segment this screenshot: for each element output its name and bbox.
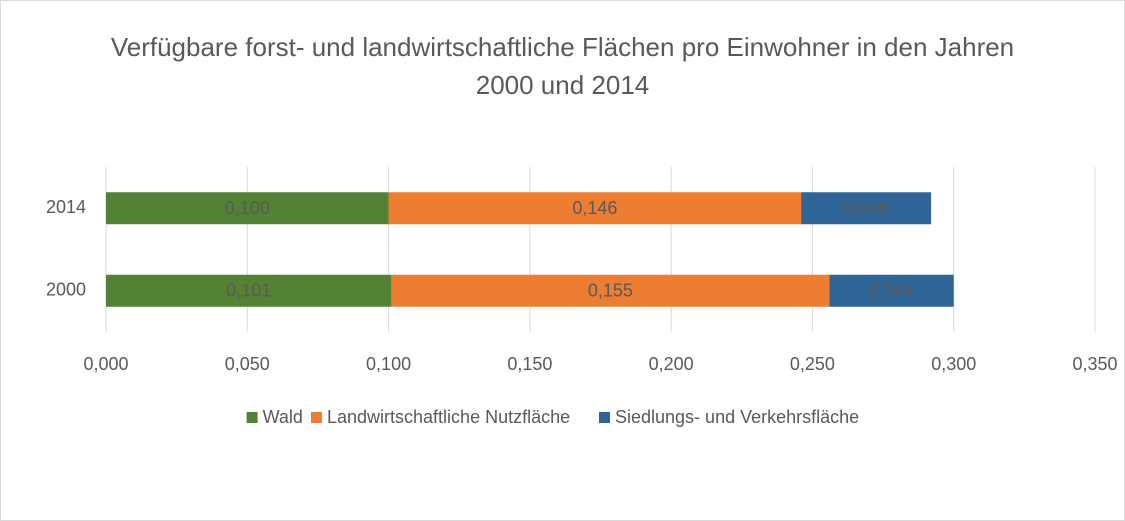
data-label: 0,155	[588, 281, 633, 301]
data-label: 0,146	[572, 198, 617, 218]
data-label: 0,101	[226, 281, 271, 301]
x-tick-label: 0,050	[225, 354, 270, 374]
y-tick-label: 2014	[46, 197, 86, 217]
data-label: 0,046	[844, 198, 889, 218]
bar-segment	[801, 192, 932, 225]
bar-segment	[106, 192, 389, 225]
x-tick-label: 0,200	[649, 354, 694, 374]
bar-segment	[388, 192, 802, 225]
x-tick-label: 0,000	[83, 354, 128, 374]
legend-swatch	[311, 412, 322, 423]
data-label: 0,100	[225, 198, 270, 218]
legend-label: Siedlungs- und Verkehrsfläche	[615, 407, 859, 427]
x-tick-label: 0,300	[931, 354, 976, 374]
bar-segment	[391, 274, 830, 307]
x-tick-label: 0,150	[507, 354, 552, 374]
legend-label: Landwirtschaftliche Nutzfläche	[327, 407, 570, 427]
legend-swatch	[246, 412, 258, 423]
legend-label: Wald	[263, 407, 303, 427]
y-tick-label: 2000	[46, 280, 86, 300]
bar-segment	[829, 274, 954, 307]
data-label: 0,044	[869, 281, 914, 301]
chart-title: Verfügbare forst- und landwirtschaftlich…	[110, 32, 1015, 100]
x-tick-label: 0,350	[1072, 354, 1117, 374]
legend-swatch	[599, 412, 610, 423]
bar-segment	[106, 274, 392, 307]
x-tick-label: 0,100	[366, 354, 411, 374]
x-tick-label: 0,250	[790, 354, 835, 374]
